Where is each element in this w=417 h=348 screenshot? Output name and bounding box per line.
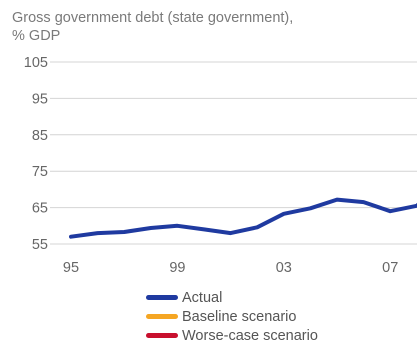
- x-tick-label-03: 03: [276, 260, 292, 276]
- chart-title-line: Gross government debt (state government)…: [12, 10, 294, 26]
- x-tick-label-99: 99: [169, 260, 185, 276]
- legend-swatch-worse-case: [146, 333, 178, 338]
- y-tick-labels: 55 65 75 85 95 105: [24, 55, 48, 253]
- legend-label-actual: Actual: [182, 289, 223, 306]
- y-tick-label-85: 85: [32, 128, 48, 144]
- y-tick-label-105: 105: [24, 55, 48, 71]
- y-tick-label-95: 95: [32, 91, 48, 107]
- legend: Actual Baseline scenario Worse-case scen…: [146, 288, 318, 345]
- series-line-actual: [69, 197, 417, 239]
- chart-title: Gross government debt (state government)…: [12, 9, 412, 45]
- x-tick-label-95: 95: [63, 260, 79, 276]
- x-tick-label-07: 07: [382, 260, 398, 276]
- legend-label-baseline: Baseline scenario: [182, 308, 297, 325]
- legend-label-worse-case: Worse-case scenario: [182, 327, 318, 344]
- y-tick-label-65: 65: [32, 201, 48, 217]
- series-lines: [69, 197, 417, 239]
- legend-swatch-actual: [146, 295, 178, 300]
- legend-item-baseline: Baseline scenario: [146, 307, 318, 326]
- legend-item-actual: Actual: [146, 288, 318, 307]
- y-tick-label-75: 75: [32, 164, 48, 180]
- x-tick-labels: 95990307111519: [63, 260, 398, 276]
- chart-subtitle: % GDP: [12, 28, 61, 44]
- legend-swatch-baseline: [146, 314, 178, 319]
- gridlines: [50, 61, 417, 245]
- y-tick-label-55: 55: [32, 237, 48, 253]
- legend-item-worse-case: Worse-case scenario: [146, 326, 318, 345]
